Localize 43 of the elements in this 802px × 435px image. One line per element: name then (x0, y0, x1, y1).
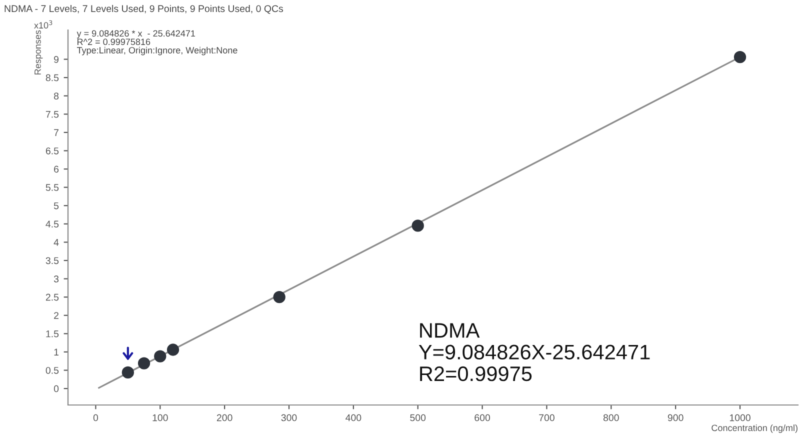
y-tick-label: 1.5 (46, 330, 59, 338)
x-tick-label: 1000 (730, 414, 750, 422)
point (122, 366, 134, 379)
x-tick-label: 500 (410, 414, 426, 422)
annotation: y = 9.084826 * x - 25.642471 R^2 = 0.99975816 Type:Linear, Origin:Ignore, Weight:None (76, 30, 238, 56)
y-tick-label: 7.5 (46, 110, 59, 118)
x-tick-label: 0 (93, 414, 98, 422)
x-tick-label: 700 (539, 414, 554, 422)
point (154, 350, 166, 362)
y-tick-label: 8.5 (46, 74, 59, 82)
annotation: NDMA Y=9.084826X-25.642471 R2=0.99975 (418, 323, 650, 382)
x-tick-label: 300 (281, 414, 297, 422)
x-tick-label: 400 (346, 414, 362, 422)
y-tick-label: 2.5 (46, 294, 59, 301)
point (734, 51, 746, 64)
chart-title: NDMA - 7 Levels, 7 Levels Used, 9 Points, 9 Points Used, 0 QCs (4, 4, 284, 14)
point (273, 291, 286, 304)
y-tick-label: 4.5 (46, 220, 59, 228)
x-tick-label: 800 (603, 414, 619, 422)
y-tick-label: 7 (54, 129, 58, 136)
x-tick-label: 100 (152, 414, 168, 422)
text: x10$^{3}$ (34, 20, 52, 29)
y-tick-label: 2 (54, 312, 58, 319)
x-axis-title: Concentration (ng/ml) (712, 424, 798, 433)
x-tick-label: 200 (216, 414, 232, 422)
y-tick-label: 6.5 (46, 147, 59, 154)
y-tick-label: 0 (54, 385, 59, 392)
x-tick-label: 600 (474, 414, 490, 422)
y-tick-label: 1 (54, 348, 58, 356)
x-tick-label: 900 (668, 414, 684, 422)
y-tick-label: 5 (54, 202, 59, 210)
point (412, 220, 424, 232)
y-tick-label: 0.5 (46, 366, 59, 374)
y-tick-label: 8 (54, 92, 59, 100)
y-tick-label: 4 (54, 239, 59, 246)
y-axis-title: Responses (34, 30, 43, 74)
y-tick-label: 9 (54, 56, 59, 63)
point (166, 344, 180, 356)
y-tick-label: 6 (54, 166, 59, 173)
point (138, 357, 150, 370)
y-tick-label: 3.5 (46, 257, 59, 264)
y-tick-label: 5.5 (46, 184, 59, 191)
y-tick-label: 3 (54, 276, 59, 282)
